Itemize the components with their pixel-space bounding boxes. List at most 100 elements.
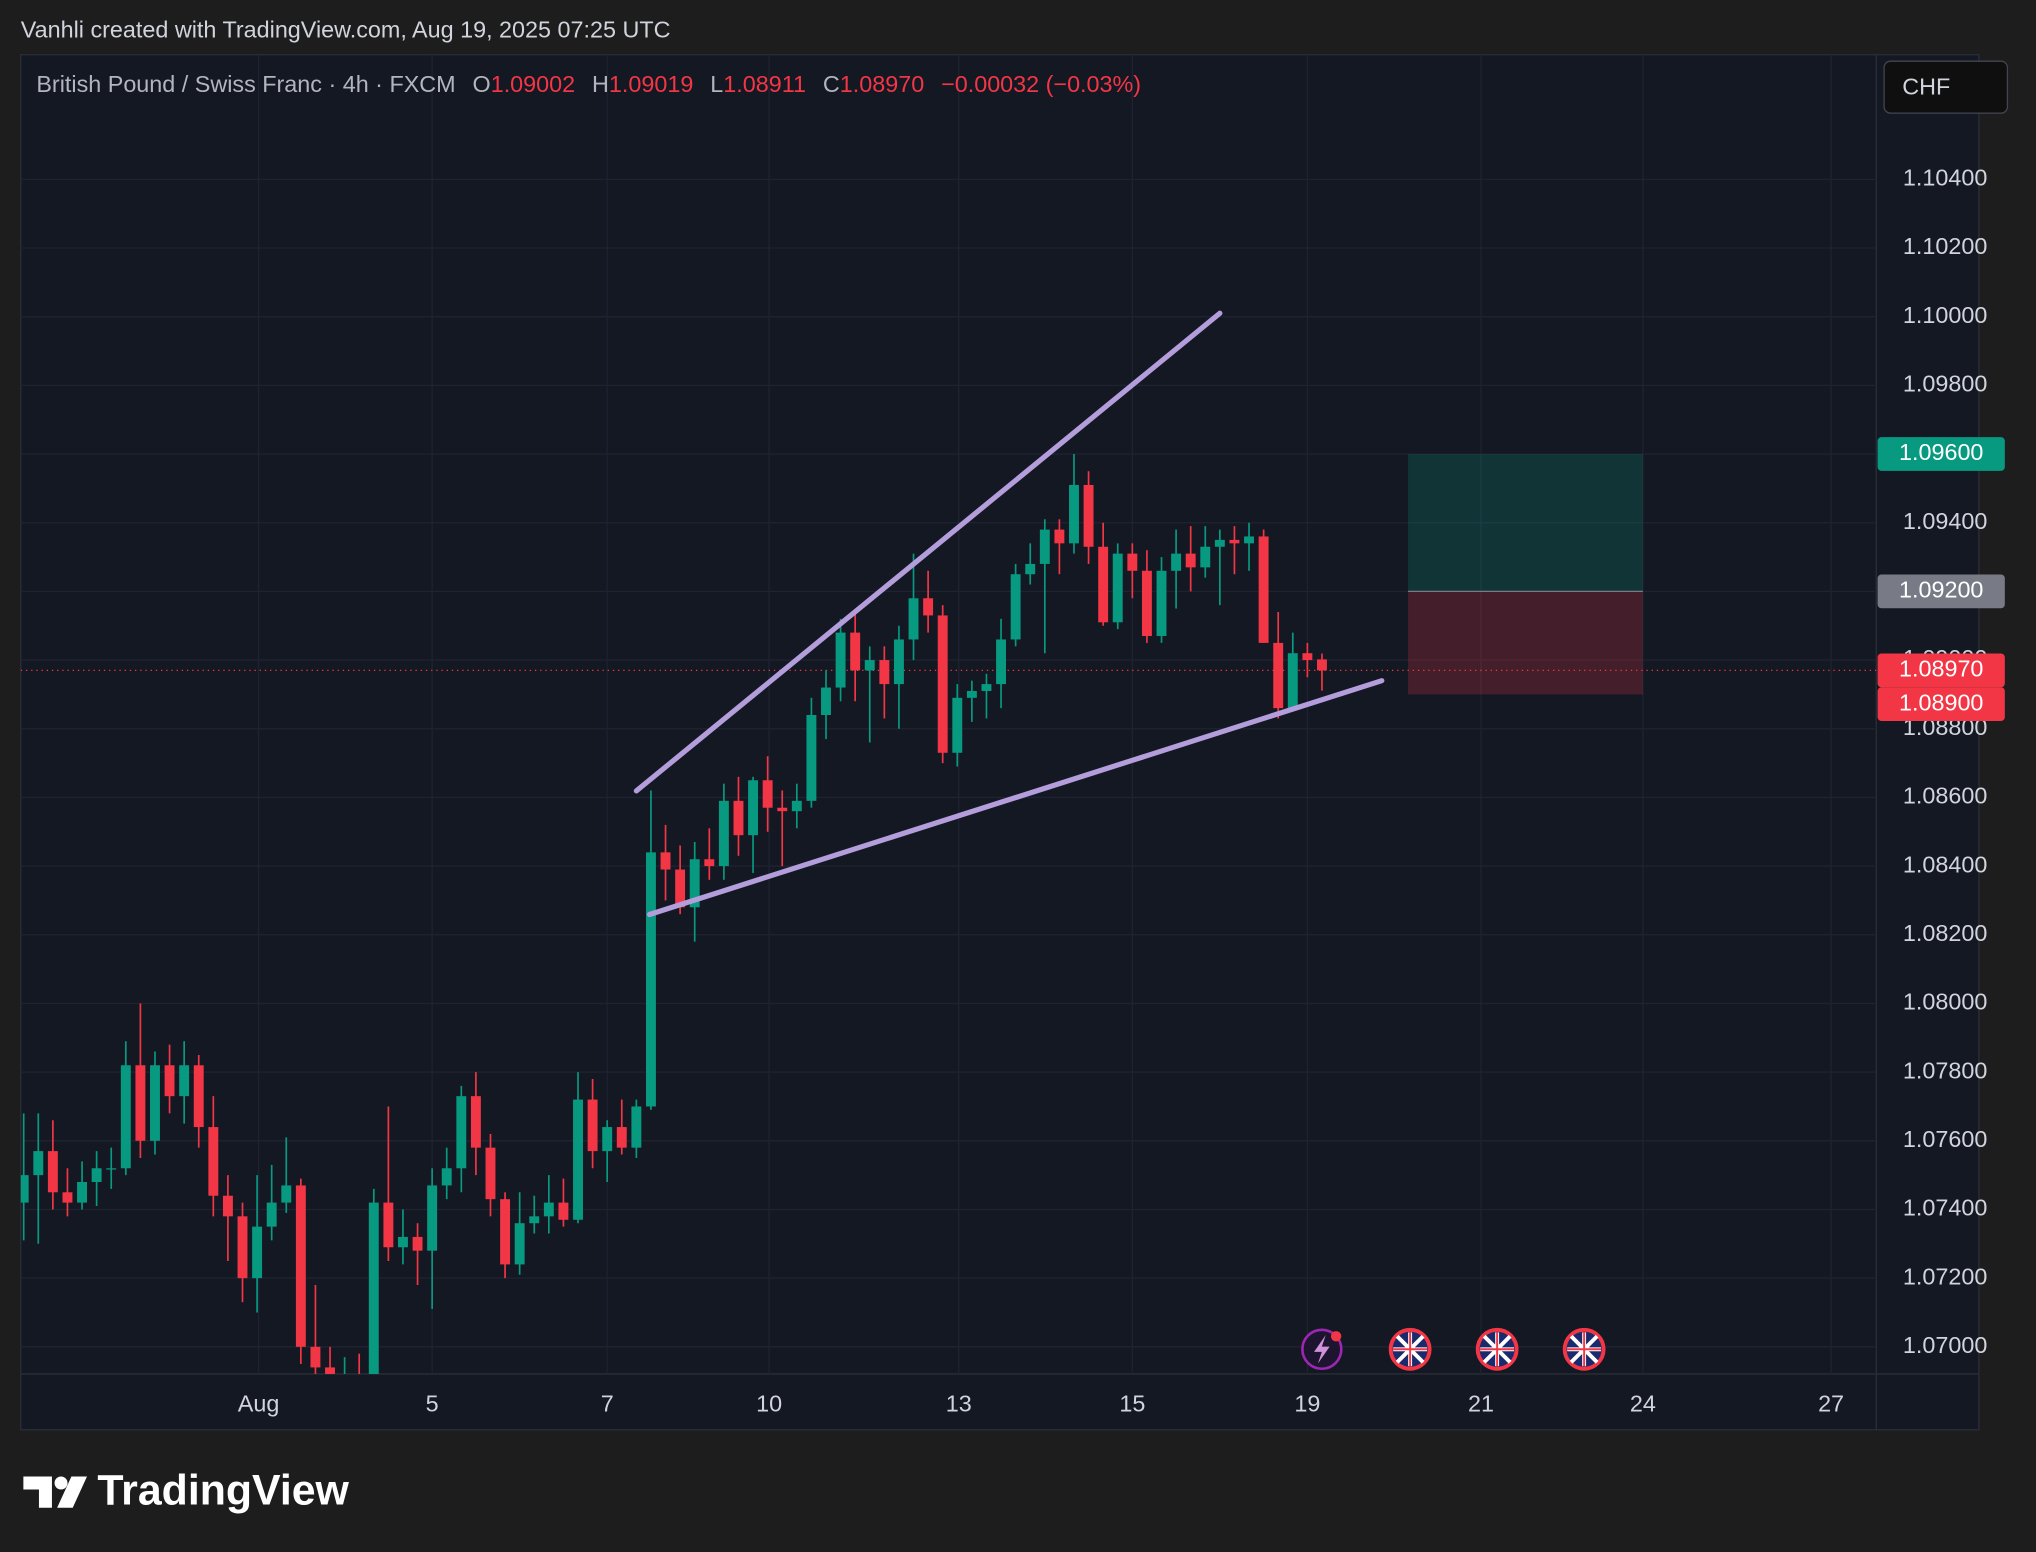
candle-body [208,1127,219,1196]
candle-body [587,1099,598,1152]
logo-mark [23,1476,52,1508]
plot [20,310,1877,1374]
uk-flag[interactable] [1562,1327,1606,1371]
candle-body [1127,553,1138,571]
candle-body [383,1202,394,1248]
candle-body [222,1195,233,1217]
logo-dot [54,1476,68,1490]
uk-flag[interactable] [1388,1327,1432,1371]
candle-body [1273,642,1284,709]
candle-body [675,869,686,908]
x-tick-label: 13 [946,1390,972,1416]
price-label-box [1877,653,2005,688]
candle-body [500,1199,511,1265]
candle-body [1025,563,1036,575]
candle-body [427,1185,438,1251]
candle-body [1083,484,1094,547]
price-label: 1.09600 [1899,439,1983,465]
candle-body [150,1065,160,1141]
x-tick-label: 15 [1119,1390,1145,1416]
candle-body [120,1065,131,1169]
currency-label[interactable]: CHF [1902,74,1950,100]
symbol: British Pound / Swiss Franc · 4h · FXCM [36,71,455,97]
ohlc-value: 1.08911 [723,71,806,97]
candle-body [1317,659,1327,671]
flag-cross-red [1480,1332,1515,1367]
event-icons [1301,1327,1606,1371]
candle-body [952,697,963,753]
candle-body [310,1346,321,1368]
candle-body [325,1367,335,1374]
candle-body [266,1202,277,1227]
price-label-box [1877,574,2005,609]
candle-body [179,1065,190,1097]
candle-body [62,1192,73,1203]
x-tick-label: 7 [601,1390,614,1416]
candle-body [704,859,715,867]
currency-button[interactable]: CHF [1883,60,2009,114]
attribution: Vanhli created with TradingView.com, Aug… [21,16,671,42]
y-tick-label: 1.07400 [1903,1195,1987,1221]
candle-body [1010,574,1021,640]
logo-mark [57,1476,87,1508]
candle-body [1054,529,1065,544]
candle-body [514,1223,525,1265]
candle-body [441,1168,452,1186]
candle-body [1287,653,1298,709]
candle-body [412,1236,423,1251]
candle-body [1171,553,1182,571]
price-label-box [1877,687,2005,722]
lightning [1314,1334,1330,1364]
x-tick-label: 21 [1468,1390,1494,1416]
candle-body [91,1168,102,1182]
y-tick-label: 1.09400 [1903,508,1987,534]
y-tick-label: 1.07600 [1903,1126,1987,1152]
event-dot [1330,1331,1342,1342]
flag-cross-red [1567,1332,1602,1367]
candle-body [893,639,904,685]
currency-button-box[interactable] [1883,60,2009,114]
price-label-box [1877,437,2005,471]
candle-body [718,800,729,867]
y-tick-label: 1.08600 [1903,783,1987,809]
candle-body [631,1106,642,1148]
candle-body [1302,653,1313,661]
trendline [646,678,1385,918]
candle-body [1244,536,1254,544]
y-tick-label: 1.07800 [1903,1057,1987,1083]
candle-body [645,852,656,1107]
symbol-legend: British Pound / Swiss Franc · 4h · FXCM … [36,71,1141,97]
candle-body [821,687,831,716]
candle-body [1098,546,1109,623]
ohlc-label: H [592,71,609,97]
candle-body [1258,536,1269,643]
candle-body [806,715,817,801]
candle-body [602,1127,613,1152]
uk-flag[interactable] [1475,1327,1519,1371]
stop-loss-zone [1408,591,1643,695]
candle-body [791,800,802,812]
change: −0.00032 (−0.03%) [941,71,1141,97]
candle-body [1156,570,1167,637]
candle-body [660,852,671,870]
candle-body [762,780,773,808]
y-tick-label: 1.07200 [1903,1263,1987,1289]
candle-body [1214,539,1225,547]
price-label: 1.08900 [1899,689,1983,715]
candle-body [252,1226,263,1279]
ohlc-label: C [823,71,840,97]
price-label: 1.09200 [1899,577,1983,603]
x-tick-label: 5 [426,1390,439,1416]
brand: TradingView [97,1467,349,1515]
chart-pane [20,54,1980,1431]
flag-cross-red [1393,1332,1428,1367]
axes: 1.07000 1.07200 1.07400 1.07600 1.07800 1.080… [238,165,2005,1416]
candle-body [1229,539,1240,544]
candle-body [1141,570,1152,637]
y-tick-label: 1.08400 [1903,851,1987,877]
candle-body [135,1065,146,1141]
ohlc-value: 1.08970 [840,71,924,97]
x-tick-label: 19 [1294,1390,1320,1416]
